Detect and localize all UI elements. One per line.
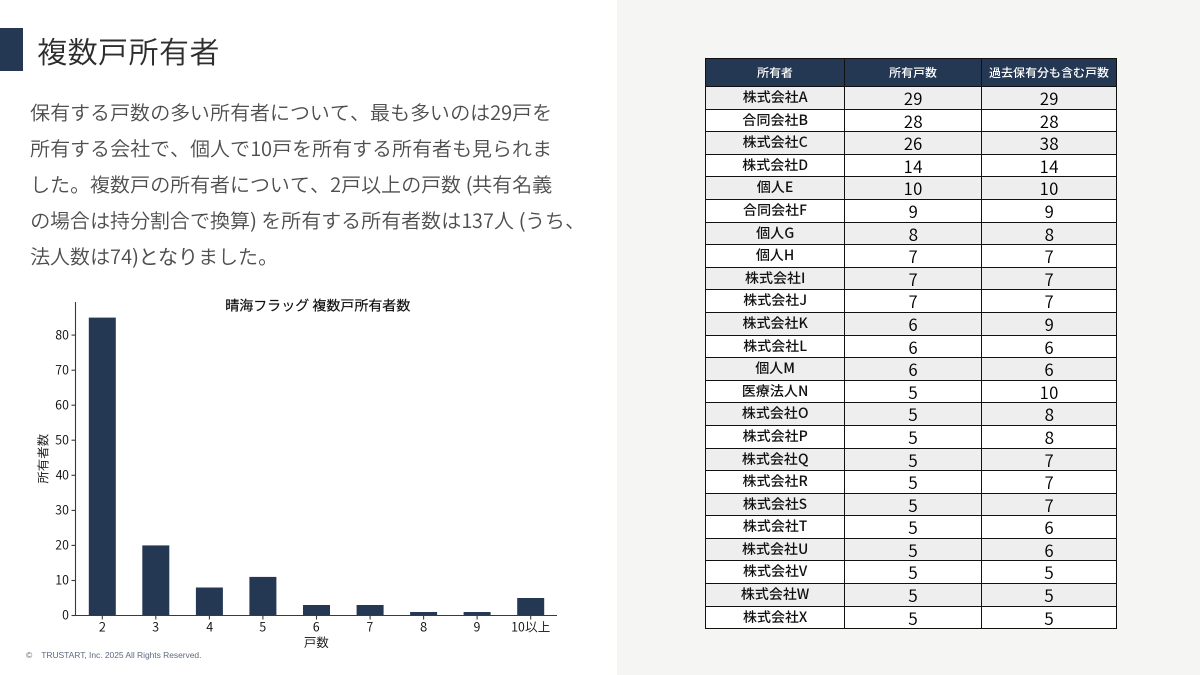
- svg-text:10以上: 10以上: [511, 617, 550, 636]
- svg-text:9: 9: [474, 617, 481, 636]
- svg-text:40: 40: [55, 466, 69, 484]
- svg-text:10: 10: [55, 571, 69, 589]
- svg-text:所有者数: 所有者数: [34, 433, 52, 483]
- svg-text:70: 70: [55, 360, 69, 378]
- svg-text:2: 2: [99, 617, 106, 636]
- svg-text:5: 5: [259, 617, 266, 636]
- svg-text:8: 8: [420, 617, 427, 636]
- svg-text:30: 30: [55, 501, 69, 519]
- svg-text:80: 80: [55, 325, 69, 343]
- svg-text:0: 0: [62, 606, 69, 624]
- svg-text:戸数: 戸数: [304, 632, 330, 651]
- svg-text:60: 60: [55, 395, 69, 413]
- svg-text:4: 4: [206, 617, 214, 636]
- svg-text:6: 6: [313, 617, 320, 636]
- svg-text:晴海フラッグ 複数戸所有者数: 晴海フラッグ 複数戸所有者数: [225, 296, 410, 316]
- svg-text:3: 3: [152, 617, 159, 636]
- svg-text:7: 7: [367, 617, 374, 636]
- svg-text:50: 50: [55, 430, 69, 448]
- svg-text:20: 20: [55, 536, 69, 554]
